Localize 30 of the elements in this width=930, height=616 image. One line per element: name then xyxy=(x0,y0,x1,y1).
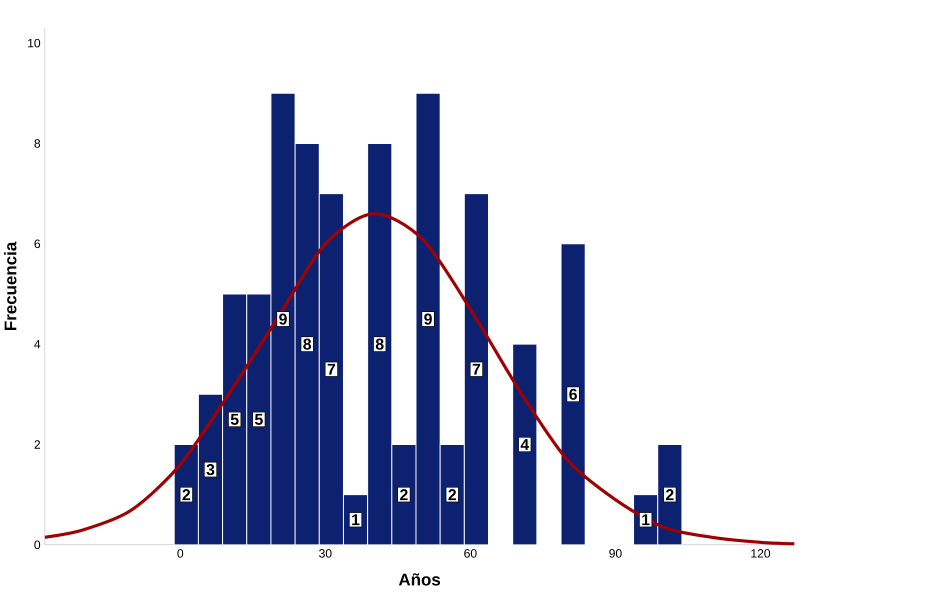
y-tick-label: 10 xyxy=(28,38,40,48)
data-label: 9 xyxy=(424,313,432,324)
data-label: 1 xyxy=(642,514,650,525)
x-tick-label: 120 xyxy=(751,548,770,558)
x-axis-title: Años xyxy=(398,572,440,586)
data-label: 2 xyxy=(400,488,408,500)
data-label: 9 xyxy=(279,313,287,324)
data-label: 7 xyxy=(472,364,480,374)
y-axis-title: Frecuencia xyxy=(4,241,16,330)
x-tick-label: 0 xyxy=(177,548,184,558)
data-label: 8 xyxy=(376,338,384,350)
y-tick-label: 6 xyxy=(34,239,40,248)
y-tick-label: 2 xyxy=(34,440,40,448)
data-label: 1 xyxy=(352,514,360,525)
data-label: 8 xyxy=(303,338,312,350)
data-label: 2 xyxy=(182,488,190,500)
data-label: 7 xyxy=(328,364,336,374)
data-label: 3 xyxy=(206,464,214,475)
data-label: 5 xyxy=(230,414,239,425)
y-tick-label: 0 xyxy=(34,540,40,549)
data-label: 6 xyxy=(569,388,577,400)
x-tick-label: 90 xyxy=(609,548,622,558)
data-label: 4 xyxy=(520,438,530,450)
data-label: 2 xyxy=(448,488,456,500)
y-tick-label: 4 xyxy=(34,340,40,348)
x-tick-label: 60 xyxy=(464,548,477,558)
x-tick-label: 30 xyxy=(319,548,332,558)
y-tick-label: 8 xyxy=(34,138,40,148)
data-label: 5 xyxy=(254,414,263,425)
data-label: 2 xyxy=(666,488,674,500)
